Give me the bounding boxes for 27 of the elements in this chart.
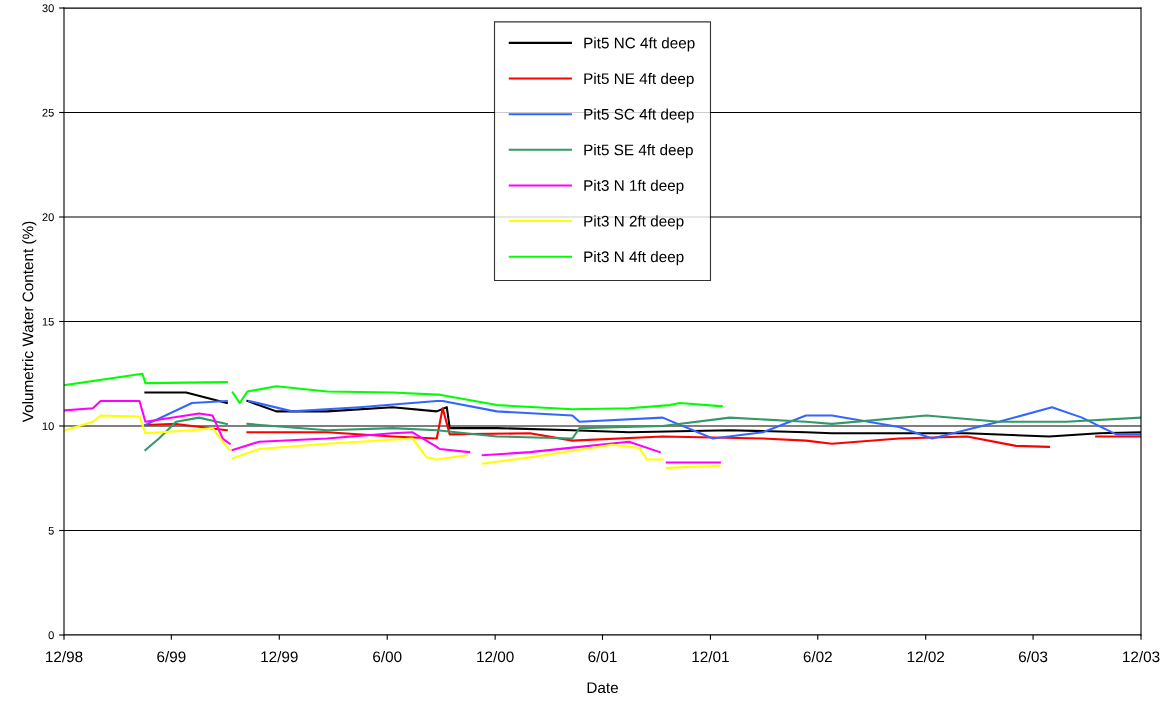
y-tick-label: 20 <box>42 213 54 222</box>
legend-label: Pit5 NE 4ft deep <box>584 72 694 88</box>
x-axis-title: Date <box>587 682 618 694</box>
x-tick-label: 6/01 <box>588 650 617 663</box>
legend-label: Pit3 N 4ft deep <box>584 250 684 266</box>
x-tick-label: 6/99 <box>157 650 186 663</box>
y-tick-label: 5 <box>48 526 54 535</box>
legend-label: Pit5 SE 4ft deep <box>584 144 693 159</box>
x-tick-label: 12/03 <box>1123 650 1160 663</box>
y-axis-title: Volumetric Water Content (%) <box>22 221 37 423</box>
x-tick-label: 6/02 <box>803 650 832 663</box>
y-tick-label: 0 <box>48 631 54 640</box>
legend-label: Pit3 N 2ft deep <box>584 215 684 230</box>
legend-label: Pit5 SC 4ft deep <box>584 108 694 123</box>
y-tick-label: 15 <box>42 317 54 326</box>
x-tick-label: 12/02 <box>907 650 945 663</box>
x-tick-label: 6/00 <box>373 650 402 663</box>
x-tick-label: 6/03 <box>1018 650 1048 663</box>
x-tick-label: 12/01 <box>692 650 729 663</box>
y-tick-label: 10 <box>42 422 54 431</box>
legend-label: Pit3 N 1ft deep <box>584 179 684 194</box>
x-tick-label: 12/00 <box>477 650 514 663</box>
x-tick-label: 12/99 <box>261 650 298 663</box>
legend-label: Pit5 NC 4ft deep <box>584 37 695 52</box>
y-tick-label: 25 <box>42 108 54 117</box>
y-tick-label: 30 <box>42 4 54 13</box>
x-tick-label: 12/98 <box>46 650 83 663</box>
